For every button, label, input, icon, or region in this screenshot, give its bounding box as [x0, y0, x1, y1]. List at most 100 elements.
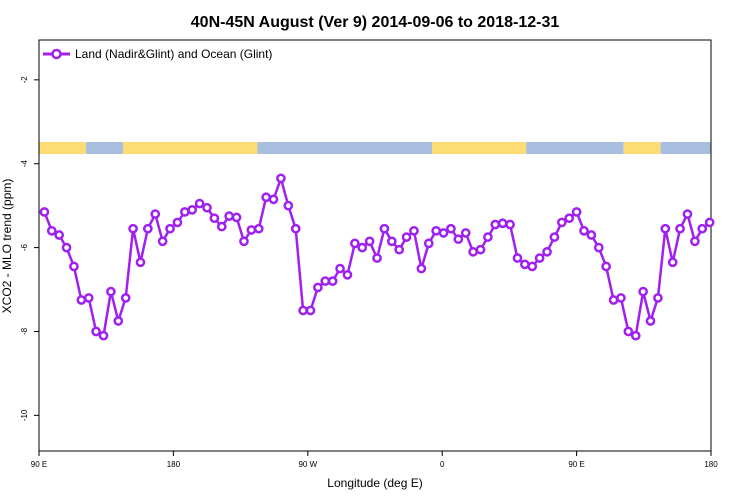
data-point — [571, 207, 582, 217]
x-tick-label: 90 E — [568, 460, 584, 469]
data-point — [261, 192, 271, 203]
data-point — [83, 293, 94, 303]
data-point — [416, 263, 427, 274]
data-point — [69, 261, 79, 272]
data-point — [638, 286, 648, 297]
data-point — [394, 244, 405, 255]
band-segment-ocean — [660, 142, 711, 154]
data-point — [298, 305, 308, 316]
data-point — [106, 286, 116, 297]
data-point — [630, 330, 641, 341]
x-axis-label: Longitude (deg E) — [327, 476, 422, 490]
data-point — [216, 221, 227, 232]
band-segment-ocean — [526, 142, 624, 154]
data-point — [143, 223, 153, 234]
data-point — [527, 261, 538, 272]
data-point — [579, 225, 589, 236]
x-tick-label: 180 — [167, 460, 181, 469]
y-axis: -2 -4 -6 -8 -10 — [20, 76, 39, 421]
land-ocean-band — [39, 142, 711, 154]
data-point — [645, 316, 656, 326]
band-segment-land — [123, 142, 258, 154]
data-point — [601, 261, 612, 272]
y-tick-label: -10 — [20, 409, 29, 421]
data-point — [586, 230, 597, 240]
data-point — [179, 207, 190, 217]
y-tick-label: -8 — [20, 327, 29, 335]
data-point — [342, 270, 353, 280]
x-tick-label: 180 — [704, 460, 718, 469]
data-point — [660, 223, 671, 234]
data-point — [253, 223, 264, 234]
data-point — [453, 234, 464, 245]
data-point — [98, 330, 109, 341]
band-segment-ocean — [86, 142, 123, 154]
data-point — [505, 219, 515, 230]
data-point — [150, 209, 161, 219]
band-segment-land — [39, 142, 87, 154]
data-point — [305, 305, 316, 316]
data-point — [438, 228, 449, 238]
plot-frame — [38, 39, 712, 452]
band-segment-land — [623, 142, 661, 154]
data-point — [549, 232, 560, 242]
data-point — [675, 223, 685, 234]
legend-marker — [51, 48, 62, 60]
data-point — [704, 217, 715, 228]
series-land-ocean — [39, 173, 715, 341]
data-point — [653, 293, 663, 303]
data-point — [608, 295, 619, 305]
y-axis-label: XCO2 - MLO trend (ppm) — [0, 179, 14, 314]
data-point — [320, 276, 331, 286]
x-tick-label: 90 W — [298, 460, 317, 469]
chart-title: 40N-45N August (Ver 9) 2014-09-06 to 201… — [191, 14, 560, 31]
data-point — [76, 295, 87, 305]
data-point — [187, 205, 198, 215]
data-point — [91, 326, 101, 337]
data-point — [290, 223, 301, 234]
y-tick-label: -6 — [20, 243, 29, 251]
data-point — [172, 217, 183, 228]
data-point — [157, 236, 168, 247]
y-tick-label: -2 — [20, 76, 29, 84]
data-point — [128, 223, 138, 234]
data-point — [431, 225, 442, 236]
legend-label: Land (Nadir&Glint) and Ocean (Glint) — [75, 47, 272, 61]
data-point — [165, 223, 175, 234]
data-point — [276, 173, 286, 184]
data-point — [39, 207, 50, 217]
data-point — [224, 211, 235, 221]
data-point — [54, 230, 65, 240]
data-point — [364, 236, 375, 247]
data-point — [520, 259, 530, 270]
data-point — [120, 293, 131, 303]
data-point — [667, 257, 678, 268]
data-point — [446, 223, 456, 234]
band-segment-land — [432, 142, 527, 154]
data-point — [202, 202, 212, 213]
data-point — [113, 316, 124, 326]
data-point — [616, 293, 626, 303]
data-point — [483, 232, 493, 242]
data-point — [239, 236, 249, 247]
data-point — [372, 253, 382, 263]
data-point — [135, 257, 146, 268]
data-point — [512, 253, 523, 263]
data-point — [283, 200, 294, 211]
data-point — [61, 242, 72, 253]
data-point — [534, 253, 545, 263]
y-tick-label: -4 — [20, 160, 29, 168]
data-point — [542, 246, 552, 257]
data-point — [386, 236, 397, 247]
data-point — [209, 213, 220, 224]
data-point — [46, 225, 57, 236]
data-point — [357, 242, 368, 253]
data-point — [327, 276, 338, 286]
data-point — [564, 213, 575, 224]
data-point — [475, 244, 486, 255]
x-tick-label: 0 — [440, 460, 445, 469]
data-point — [349, 238, 360, 249]
data-point — [468, 246, 478, 257]
data-point — [194, 198, 205, 209]
